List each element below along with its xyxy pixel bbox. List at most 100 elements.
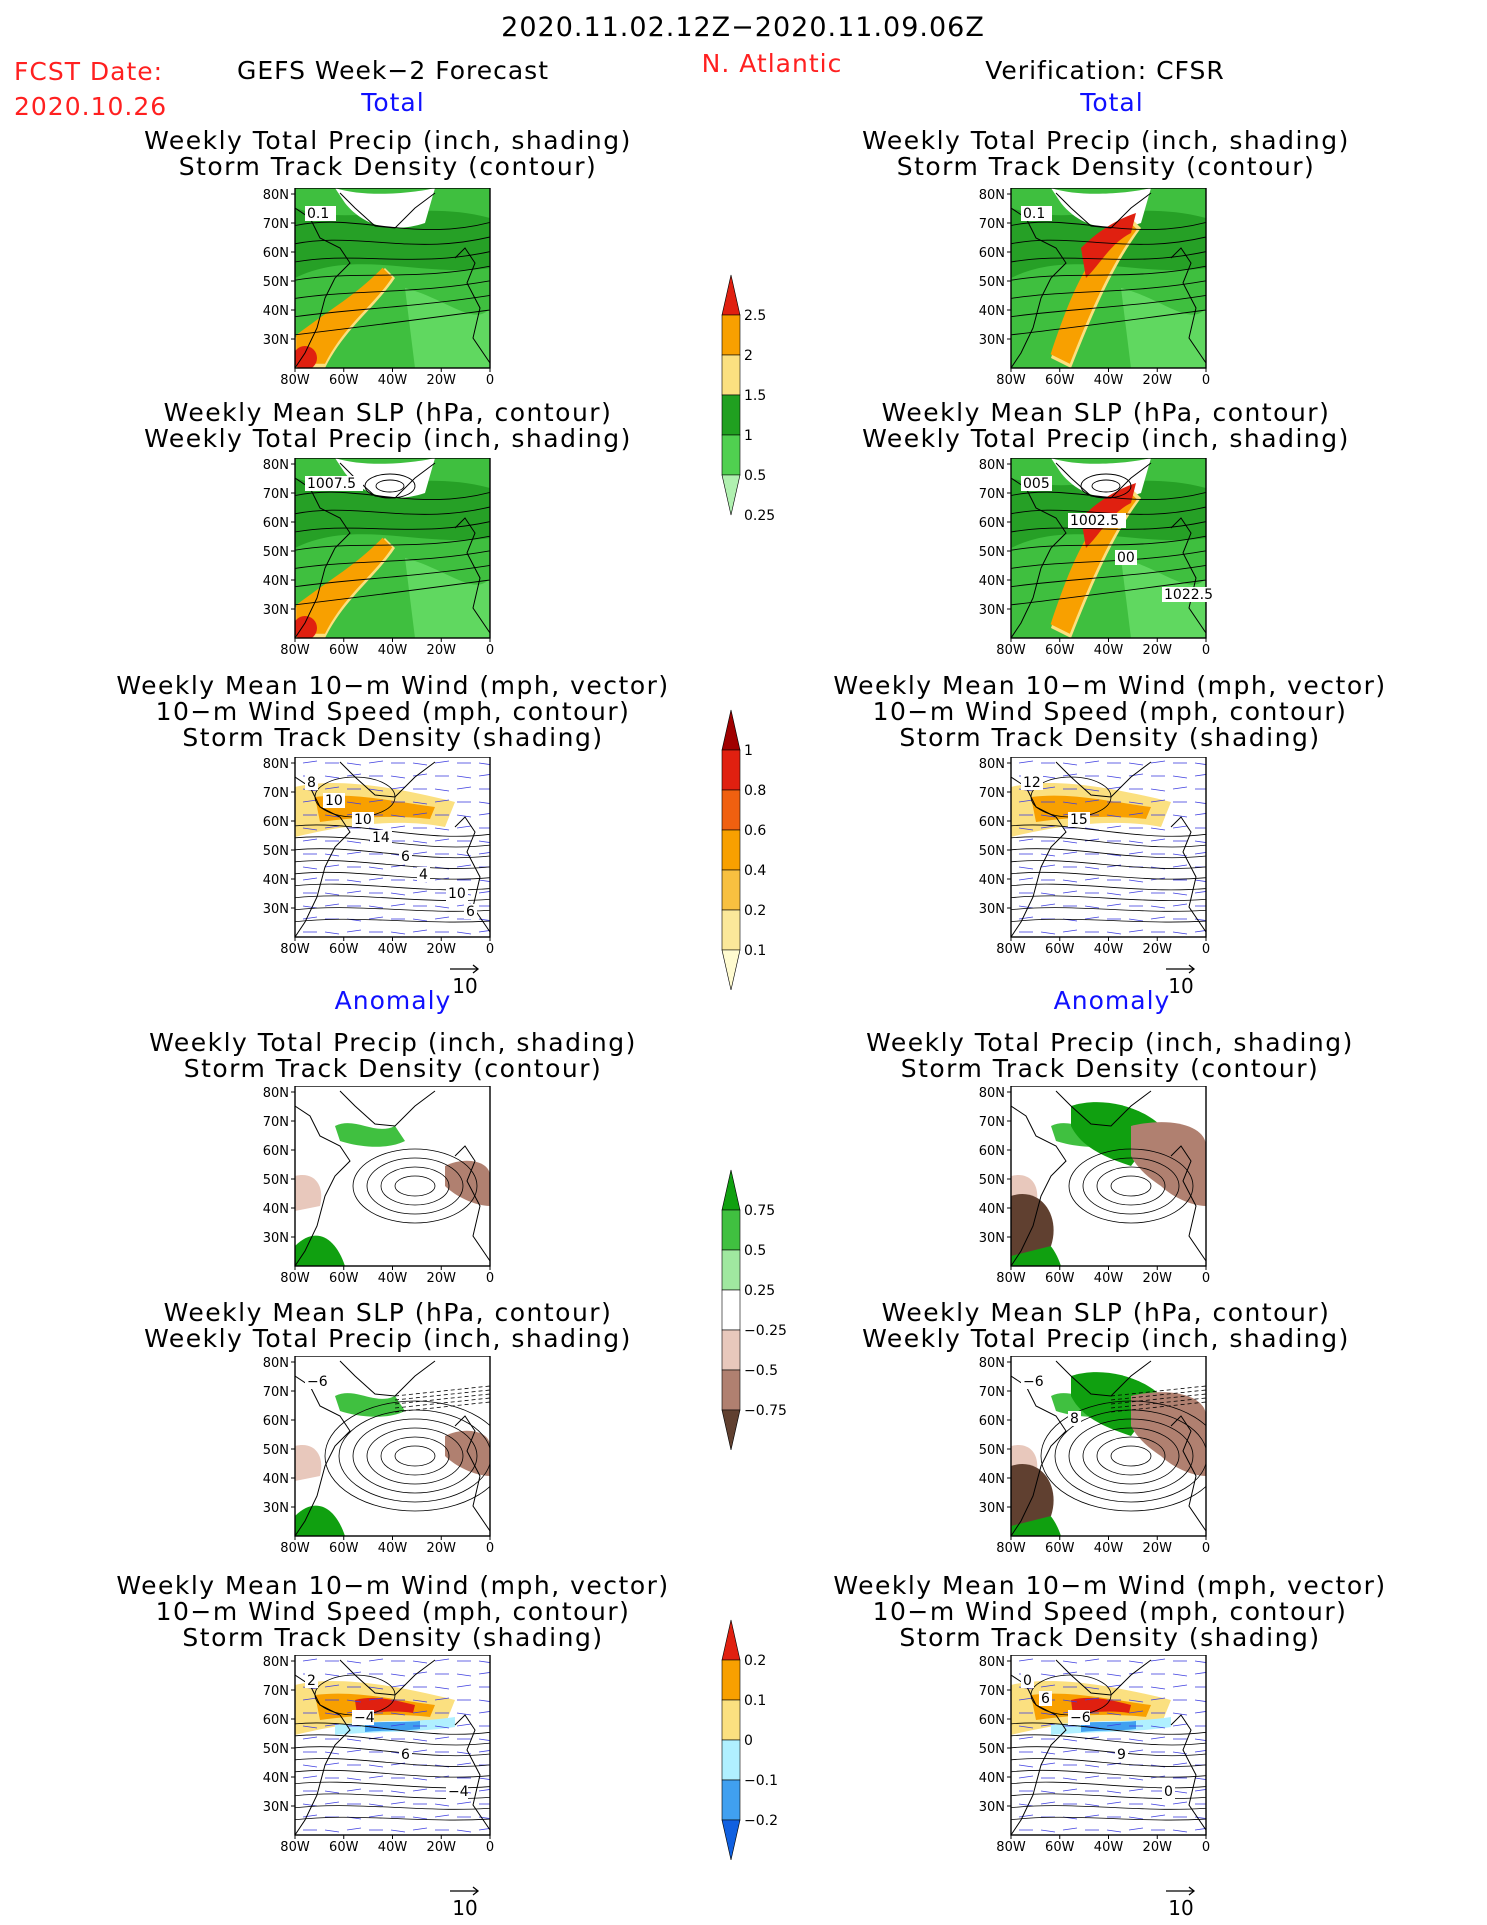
lat-tick-label: 50N [263,1742,289,1757]
lat-tick-label: 50N [979,844,1005,859]
lon-tick-label: 80W [280,643,310,658]
lon-tick-label: 40W [378,1541,408,1556]
caption-p2: Weekly Total Precip (inch, shading) Storm… [862,126,1350,181]
lon-tick-label: 40W [1094,373,1124,388]
contour-label: 6 [401,849,410,865]
lat-tick-label: 30N [979,1501,1005,1516]
lon-tick-label: 0 [486,1840,494,1855]
vector-ref-value: 10 [452,1896,477,1920]
lon-tick-label: 0 [1202,1541,1210,1556]
total-label-left: Total [361,88,425,117]
lat-tick-label: 80N [263,458,289,473]
map-panel-9: −6 80N 70N 60N 50N 40N 30N 80W 60W 40W 20W 0 [263,1356,494,1556]
lon-tick-label: 80W [280,1271,310,1286]
lat-tick-label: 30N [263,603,289,618]
lon-tick-label: 20W [427,373,457,388]
lat-tick-label: 80N [263,1356,289,1371]
colorbar-segment [721,1329,741,1371]
lat-tick-label: 50N [263,545,289,560]
lon-tick-label: 40W [1094,1271,1124,1286]
colorbar-anomaly-precip: 0.75 0.5 0.25 −0.25 −0.5 −0.75 [721,1169,786,1450]
lon-tick-label: 0 [486,1271,494,1286]
lat-tick-label: 60N [263,815,289,830]
lat-tick-label: 40N [979,1771,1005,1786]
map-panel-3: 1007.5 80N 70N 60N 50N 40N 30N 80W 60W 40W 20W 0 [263,458,494,658]
lon-tick-label: 80W [280,942,310,957]
caption-p6: Weekly Mean 10−m Wind (mph, vector) 10−m … [833,671,1387,752]
lat-tick-label: 70N [263,1684,289,1699]
map-panel-8: 80N 70N 60N 50N 40N 30N 80W 60W 40W 20W 0 [979,1086,1210,1286]
colorbar-label: 0.8 [744,783,766,799]
colorbar-segment [721,789,741,831]
lat-tick-label: 70N [263,786,289,801]
colorbar-label: 2.5 [744,308,766,324]
lat-tick-label: 40N [979,873,1005,888]
colorbar-segment [721,1779,741,1821]
colorbar-label: −0.2 [744,1813,778,1829]
lon-tick-label: 0 [486,942,494,957]
colorbar-label: −0.25 [744,1323,786,1339]
lon-tick-label: 20W [1143,373,1173,388]
lat-tick-label: 30N [979,1231,1005,1246]
lat-tick-label: 30N [263,1800,289,1815]
lon-tick-label: 40W [1094,942,1124,957]
colorbar-storm-density: 1 0.8 0.6 0.4 0.2 0.1 [721,709,766,990]
colorbar-segment [721,1249,741,1291]
lat-tick-label: 70N [979,1115,1005,1130]
contour-label: 10 [448,886,466,902]
total-label-right: Total [1080,88,1144,117]
colorbar-segment [721,1369,741,1411]
lat-tick-label: 30N [979,1800,1005,1815]
vector-ref-right-bottom: 10 [1166,1886,1196,1920]
colorbar-segment [721,274,741,316]
lat-tick-label: 60N [979,1414,1005,1429]
lat-tick-label: 80N [979,1356,1005,1371]
lat-tick-label: 30N [979,902,1005,917]
lat-tick-label: 50N [263,1173,289,1188]
lon-tick-label: 80W [996,643,1026,658]
lon-tick-label: 0 [1202,1271,1210,1286]
lon-tick-label: 60W [1045,1271,1075,1286]
colorbar-segment [721,709,741,751]
lat-tick-label: 70N [979,786,1005,801]
lat-tick-label: 50N [263,1443,289,1458]
colorbar-segment [721,909,741,951]
vector-ref-value: 10 [1168,974,1193,998]
lat-tick-label: 40N [263,1472,289,1487]
map-panel-6: 12 15 80N 70N 60N 50N 40N 30N 80W 60W 40W 20W 0 [979,757,1210,957]
lon-tick-label: 40W [378,1840,408,1855]
lon-tick-label: 20W [1143,1840,1173,1855]
colorbar-segment [721,434,741,476]
contour-label: −4 [448,1784,469,1800]
lat-tick-label: 50N [979,1443,1005,1458]
contour-label: 6 [466,904,475,920]
lon-tick-label: 80W [996,373,1026,388]
lat-tick-label: 70N [263,487,289,502]
lat-tick-label: 70N [979,1684,1005,1699]
lon-tick-label: 60W [1045,942,1075,957]
colorbar-segment [721,1209,741,1251]
lat-tick-label: 80N [263,188,289,203]
colorbar-label: 1.5 [744,388,766,404]
fcst-date: 2020.10.26 [14,92,168,121]
lat-tick-label: 40N [979,1202,1005,1217]
lat-tick-label: 40N [263,1771,289,1786]
lat-tick-label: 60N [979,516,1005,531]
colorbar-segment [721,1739,741,1781]
contour-label: 8 [1070,1411,1079,1427]
contour-label: 14 [372,830,390,846]
colorbar-label: −0.5 [744,1363,778,1379]
lon-tick-label: 80W [280,1541,310,1556]
contour-label: 10 [354,812,372,828]
lat-tick-label: 30N [263,1501,289,1516]
lat-tick-label: 70N [979,1385,1005,1400]
colorbar-segment [721,1819,741,1860]
colorbar-label: 1 [744,428,753,444]
contour-label: 12 [1023,775,1041,791]
map-panel-7: 80N 70N 60N 50N 40N 30N 80W 60W 40W 20W 0 [263,1086,494,1286]
lon-tick-label: 40W [378,942,408,957]
lon-tick-label: 0 [1202,1840,1210,1855]
contour-label: 9 [1117,1747,1126,1763]
lon-tick-label: 80W [996,1271,1026,1286]
period-title: 2020.11.02.12Z−2020.11.09.06Z [501,12,985,43]
